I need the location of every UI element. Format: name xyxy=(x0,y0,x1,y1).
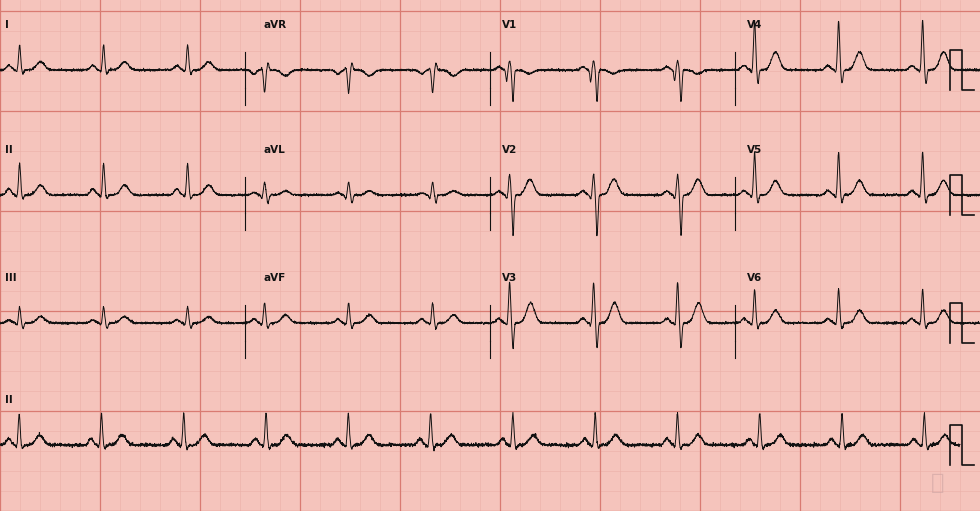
Text: 🐴: 🐴 xyxy=(931,473,945,493)
Text: aVL: aVL xyxy=(263,145,285,155)
Text: V6: V6 xyxy=(747,273,762,283)
Text: V4: V4 xyxy=(747,20,762,30)
Text: V2: V2 xyxy=(502,145,517,155)
Text: V1: V1 xyxy=(502,20,517,30)
Text: I: I xyxy=(5,20,9,30)
Text: V3: V3 xyxy=(502,273,517,283)
Text: II: II xyxy=(5,145,13,155)
Text: aVF: aVF xyxy=(263,273,285,283)
Text: III: III xyxy=(5,273,17,283)
Text: aVR: aVR xyxy=(263,20,286,30)
Text: V5: V5 xyxy=(747,145,762,155)
Text: II: II xyxy=(5,395,13,405)
